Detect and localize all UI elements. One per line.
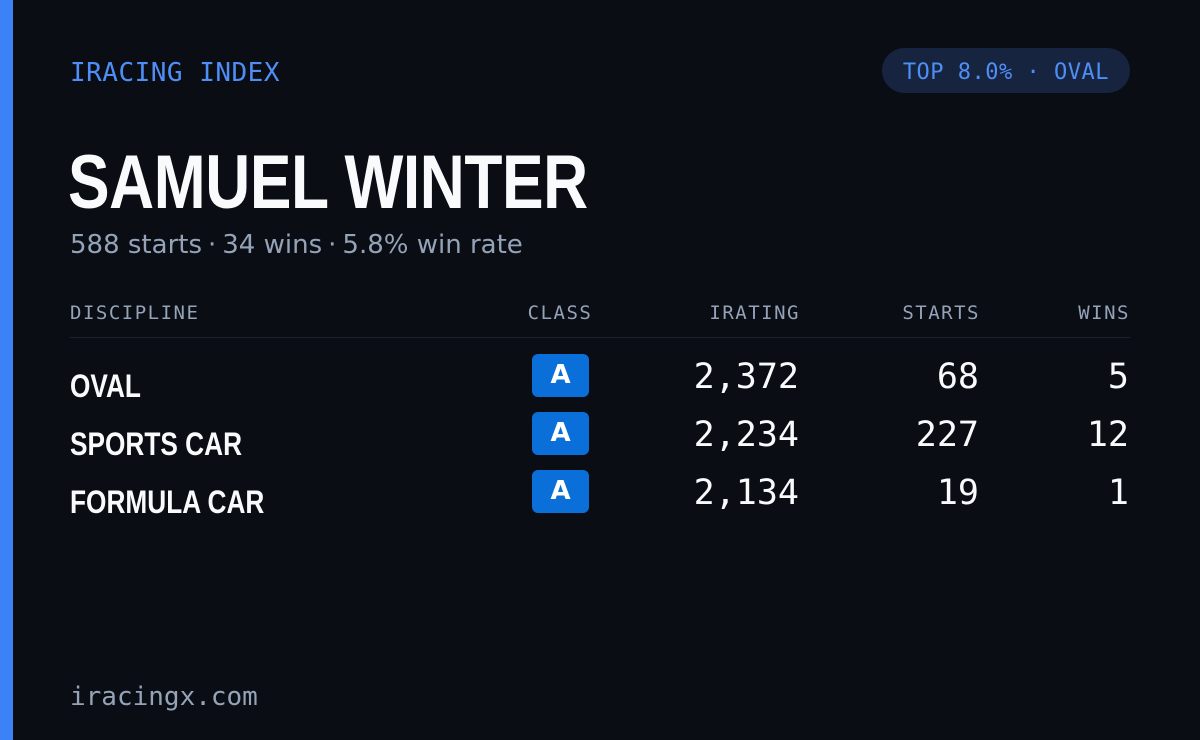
summary-starts: 588 starts [70, 230, 202, 260]
summary-separator: · [208, 230, 217, 260]
header-starts: STARTS [902, 302, 980, 324]
site-url: iracingx.com [70, 682, 258, 712]
wins-value: 1 [1107, 473, 1129, 513]
header-wins: WINS [1078, 302, 1130, 324]
table-row: SPORTS CAR A 2,234 227 12 [70, 412, 1130, 470]
class-badge: A [532, 470, 589, 513]
driver-summary: 588 starts · 34 wins · 5.8% win rate [70, 226, 523, 264]
irating-value: 2,134 [693, 473, 799, 513]
table-body: OVAL A 2,372 68 5 SPORTS CAR A 2,234 227… [70, 354, 1130, 528]
header-irating: IRATING [709, 302, 800, 324]
irating-value: 2,372 [693, 357, 799, 397]
table-row: OVAL A 2,372 68 5 [70, 354, 1130, 412]
table-header: DISCIPLINE CLASS IRATING STARTS WINS [70, 296, 1130, 338]
irating-value: 2,234 [693, 415, 799, 455]
header-discipline: DISCIPLINE [70, 302, 200, 324]
discipline-name: OVAL [70, 368, 141, 404]
summary-wins: 34 wins [222, 230, 323, 260]
header-class: CLASS [527, 302, 593, 324]
accent-bar [0, 0, 13, 740]
rank-badge: TOP 8.0% · OVAL [881, 48, 1130, 93]
starts-value: 68 [936, 357, 979, 397]
driver-name: SAMUEL WINTER [68, 140, 588, 225]
wins-value: 5 [1107, 357, 1129, 397]
brand-label: IRACING INDEX [70, 58, 280, 88]
wins-value: 12 [1086, 415, 1129, 455]
table-row: FORMULA CAR A 2,134 19 1 [70, 470, 1130, 528]
class-badge: A [532, 412, 589, 455]
class-badge: A [532, 354, 589, 397]
discipline-name: SPORTS CAR [70, 426, 243, 462]
starts-value: 227 [915, 415, 979, 455]
starts-value: 19 [936, 473, 979, 513]
discipline-table: DISCIPLINE CLASS IRATING STARTS WINS OVA… [70, 296, 1130, 528]
discipline-name: FORMULA CAR [70, 484, 265, 520]
summary-separator: · [328, 230, 337, 260]
summary-win-rate: 5.8% win rate [342, 230, 523, 260]
